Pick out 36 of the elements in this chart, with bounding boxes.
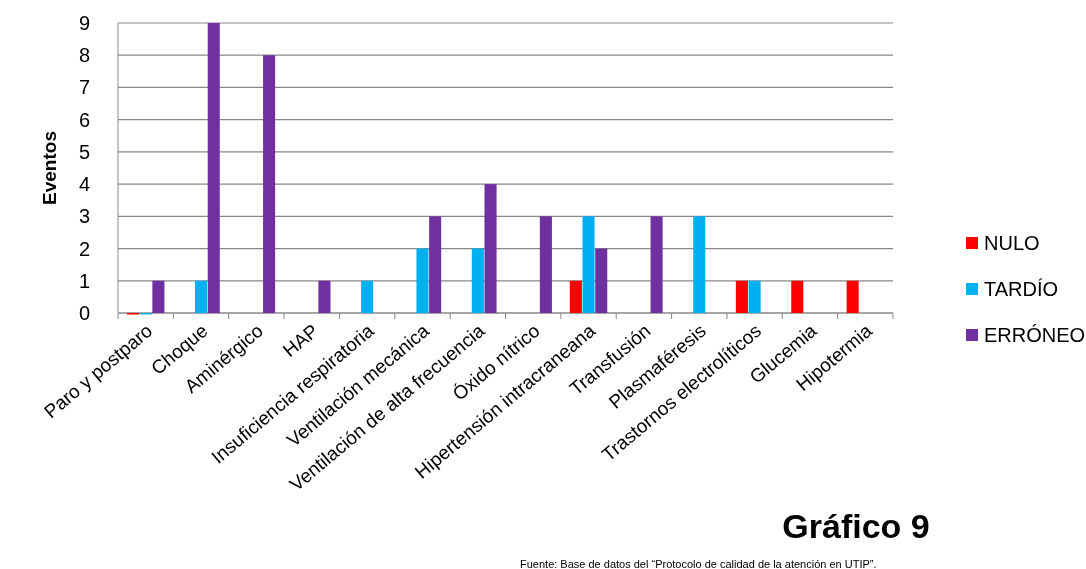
bar xyxy=(429,216,442,313)
bar xyxy=(484,184,497,313)
bar xyxy=(846,280,859,313)
y-tick-label: 5 xyxy=(78,140,90,163)
bar xyxy=(693,216,706,313)
bar xyxy=(207,23,220,313)
legend-label: ERRÓNEO xyxy=(984,324,1086,346)
y-tick-label: 0 xyxy=(78,302,90,324)
bar xyxy=(748,280,761,313)
bar xyxy=(318,280,331,313)
bar xyxy=(195,280,208,313)
bar xyxy=(361,280,374,313)
text: Gráfico 9 xyxy=(782,507,930,545)
y-axis-title: Eventos xyxy=(39,131,60,205)
bar xyxy=(735,280,748,313)
y-tick-label: 8 xyxy=(78,44,90,67)
legend-label: TARDÍO xyxy=(984,278,1059,300)
y-tick-label: 6 xyxy=(78,108,90,131)
bar xyxy=(595,248,608,313)
bar xyxy=(569,280,582,313)
bar xyxy=(582,216,595,313)
bar xyxy=(471,248,484,313)
legend-label: NULO xyxy=(984,232,1040,254)
bar xyxy=(152,280,165,313)
bar xyxy=(416,248,429,313)
y-tick-label: 4 xyxy=(78,173,90,196)
y-tick-label: 2 xyxy=(78,237,90,260)
y-tick-label: 7 xyxy=(78,76,90,99)
source-note: Fuente: Base de datos del “Protocolo de calidad de la atención en UTIP”. xyxy=(520,558,877,569)
y-tick-label: 9 xyxy=(78,12,90,34)
y-tick-label: 1 xyxy=(78,269,90,292)
bar xyxy=(791,280,804,313)
bar xyxy=(539,216,552,313)
bar xyxy=(263,55,276,313)
y-tick-label: 3 xyxy=(78,205,90,228)
bar xyxy=(650,216,663,313)
